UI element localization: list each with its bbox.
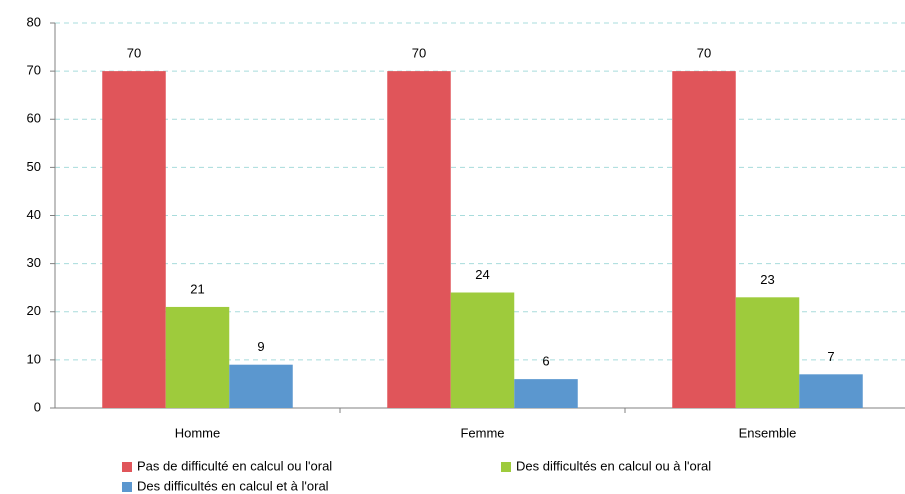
legend-label: Pas de difficulté en calcul ou l'oral [137,458,332,473]
y-tick-label: 0 [34,399,41,414]
y-tick-label: 60 [27,111,41,126]
legend-swatch [122,482,132,492]
bar [102,71,166,408]
bar [672,71,736,408]
bar [165,306,230,408]
data-label: 6 [542,354,549,369]
data-label: 70 [697,46,711,61]
data-label: 70 [412,46,426,61]
bar [735,297,800,408]
bar [229,364,293,408]
bar [387,71,451,408]
data-label: 70 [127,46,141,61]
y-tick-label: 10 [27,351,41,366]
data-label: 7 [827,349,834,364]
y-tick-label: 30 [27,255,41,270]
y-tick-label: 50 [27,159,41,174]
legend-label: Des difficultés en calcul ou à l'oral [516,458,711,473]
legend-label: Des difficultés en calcul et à l'oral [137,478,329,493]
data-label: 21 [190,281,204,296]
y-tick-label: 70 [27,63,41,78]
bar [450,292,515,408]
y-tick-label: 80 [27,14,41,29]
legend-swatch [501,462,511,472]
bar [514,379,578,408]
data-label: 23 [760,272,774,287]
data-label: 24 [475,267,489,282]
legend-swatch [122,462,132,472]
data-label: 9 [257,339,264,354]
y-tick-label: 20 [27,303,41,318]
x-tick-label: Ensemble [739,425,797,440]
bar [799,374,863,408]
x-tick-label: Homme [175,425,221,440]
x-tick-label: Femme [460,425,504,440]
y-tick-label: 40 [27,207,41,222]
